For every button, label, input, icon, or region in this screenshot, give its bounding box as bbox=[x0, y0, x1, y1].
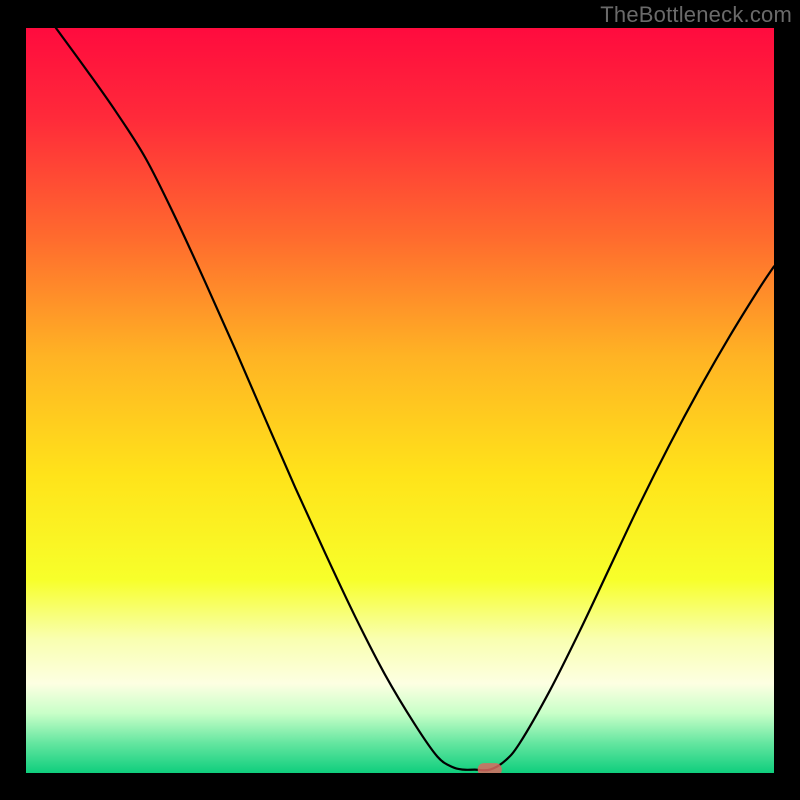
bottleneck-curve-chart bbox=[26, 28, 774, 773]
gradient-background bbox=[26, 28, 774, 773]
optimal-point-marker bbox=[478, 763, 502, 773]
watermark-text: TheBottleneck.com bbox=[600, 2, 792, 28]
chart-frame: TheBottleneck.com bbox=[0, 0, 800, 800]
